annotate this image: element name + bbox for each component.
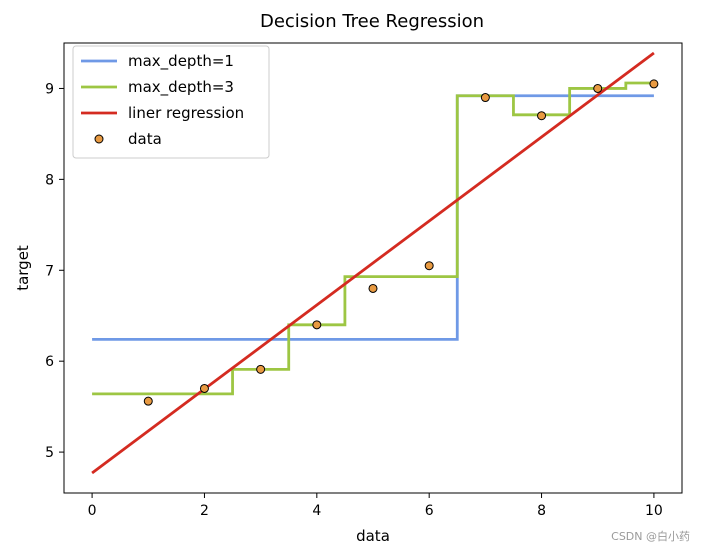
legend-box: [72, 45, 270, 159]
x-tick-label: 4: [312, 503, 321, 519]
legend-label: max_depth=3: [128, 78, 234, 97]
y-tick-label: 9: [45, 81, 54, 97]
watermark: CSDN @白小药: [611, 530, 690, 543]
x-tick-label: 8: [537, 503, 546, 519]
series-line-liner-regression: [91, 51, 655, 475]
y-tick-label: 8: [45, 172, 54, 188]
chart-title: Decision Tree Regression: [260, 11, 484, 32]
x-axis-label: data: [356, 527, 390, 545]
data-point: [199, 383, 209, 393]
data-point: [143, 396, 153, 406]
data-point: [480, 93, 490, 103]
y-axis: 5 6 7 8 9: [45, 81, 64, 461]
data-point: [537, 111, 547, 121]
legend-marker: [94, 134, 104, 144]
y-tick-label: 6: [45, 354, 54, 370]
data-point: [649, 79, 659, 89]
y-tick-label: 7: [45, 263, 54, 279]
plot-area: [91, 51, 659, 475]
data-point: [593, 83, 603, 93]
x-tick-label: 2: [200, 503, 209, 519]
data-point: [368, 283, 378, 293]
data-point: [256, 364, 266, 374]
x-tick-label: 6: [425, 503, 434, 519]
legend-label: data: [128, 130, 162, 148]
legend-label: max_depth=1: [128, 52, 234, 71]
x-axis: 0 2 4 6 8 10: [88, 493, 663, 519]
plot-frame: [63, 42, 683, 494]
y-axis-label: target: [14, 245, 32, 291]
data-point: [424, 261, 434, 271]
y-tick-label: 5: [45, 445, 54, 461]
data-point: [312, 320, 322, 330]
x-tick-label: 0: [88, 503, 97, 519]
x-tick-label: 10: [645, 503, 663, 519]
legend-label: liner regression: [128, 104, 244, 122]
